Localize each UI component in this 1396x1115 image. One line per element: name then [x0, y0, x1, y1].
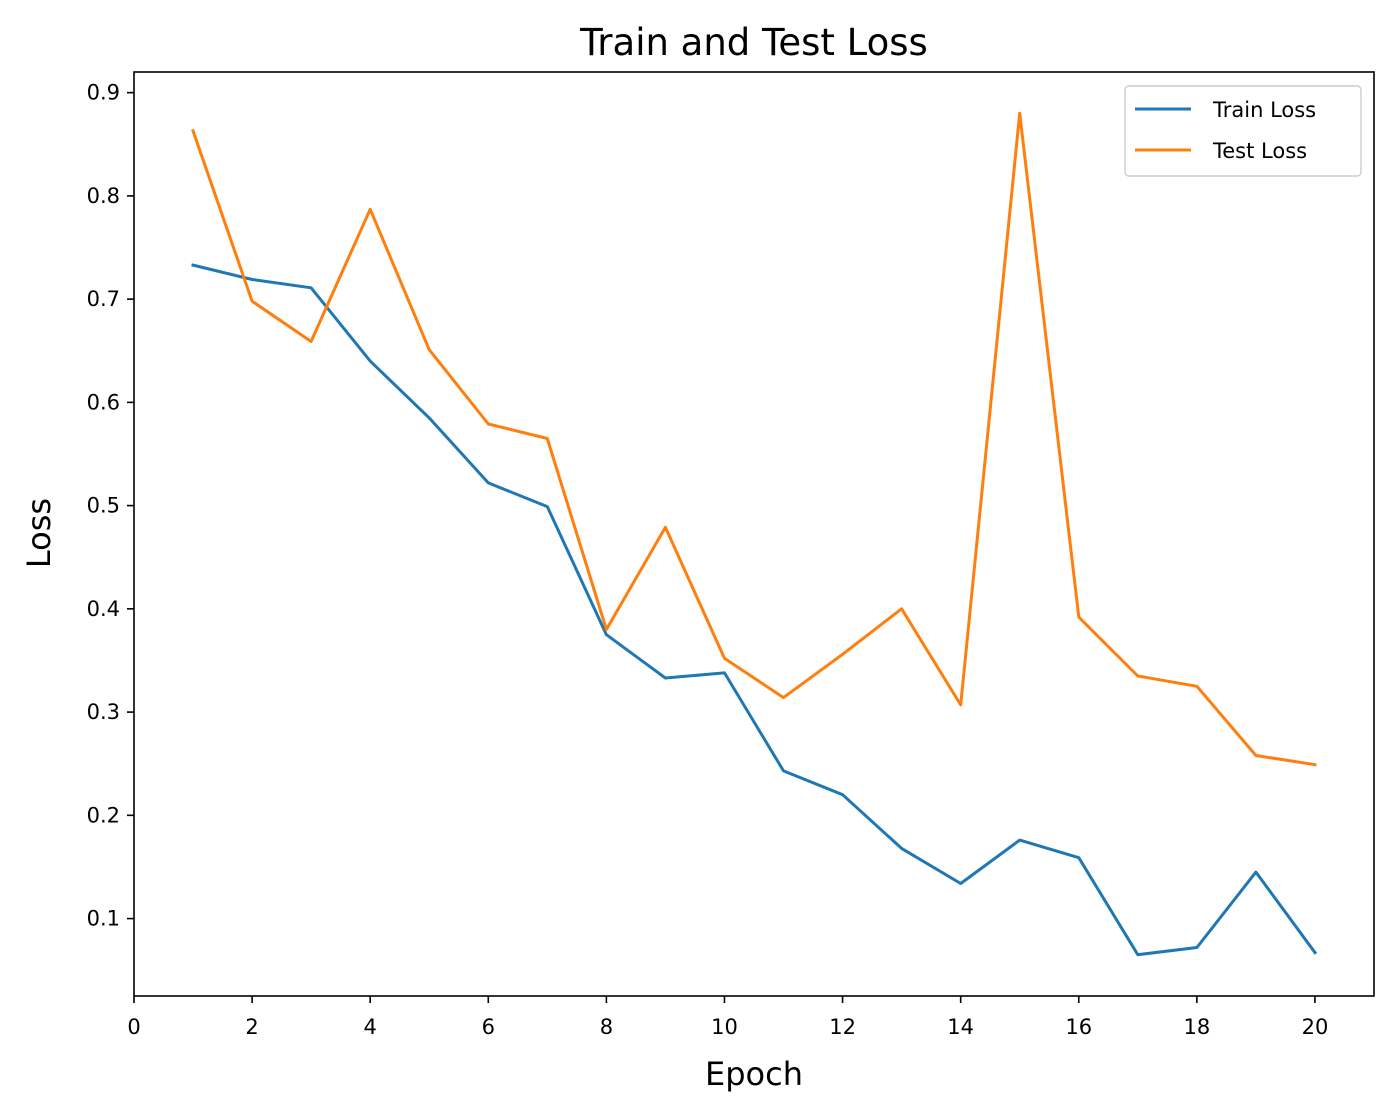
- y-tick-label: 0.5: [87, 494, 120, 518]
- legend-label-1: Test Loss: [1212, 139, 1307, 163]
- x-tick-label: 8: [600, 1015, 613, 1039]
- chart-title: Train and Test Loss: [579, 21, 928, 64]
- x-tick-label: 10: [711, 1015, 738, 1039]
- x-tick-label: 20: [1302, 1015, 1329, 1039]
- legend: Train Loss Test Loss: [1124, 85, 1362, 177]
- y-tick-label: 0.3: [87, 700, 120, 724]
- y-tick-label: 0.9: [87, 81, 120, 105]
- y-tick-label: 0.4: [87, 597, 120, 621]
- x-tick-label: 6: [482, 1015, 495, 1039]
- y-tick-label: 0.2: [87, 803, 120, 827]
- x-tick-label: 14: [947, 1015, 974, 1039]
- axes-frame: [133, 71, 1375, 997]
- y-tick-label: 0.6: [87, 390, 120, 414]
- series-line-0: [191, 263, 1318, 957]
- y-tick-label: 0.8: [87, 184, 120, 208]
- y-tick-label: 0.1: [87, 907, 120, 931]
- y-axis-title: Loss: [20, 498, 58, 568]
- x-tick-label: 18: [1183, 1015, 1210, 1039]
- y-tick-label: 0.7: [87, 287, 120, 311]
- x-tick-label: 16: [1065, 1015, 1092, 1039]
- x-tick-label: 4: [364, 1015, 377, 1039]
- x-tick-label: 2: [245, 1015, 258, 1039]
- x-tick-label: 0: [127, 1015, 140, 1039]
- x-axis-title: Epoch: [705, 1055, 803, 1093]
- plot-area: [133, 71, 1375, 997]
- y-axis: 0.1 0.2 0.3 0.4 0.5 0.6 0.7 0.8 0.9: [87, 81, 134, 931]
- x-axis: 0 2 4 6 8 10 12 14 16 18 20: [127, 996, 1328, 1039]
- series-line-1: [191, 111, 1317, 767]
- x-tick-label: 12: [829, 1015, 856, 1039]
- legend-label-0: Train Loss: [1212, 98, 1316, 122]
